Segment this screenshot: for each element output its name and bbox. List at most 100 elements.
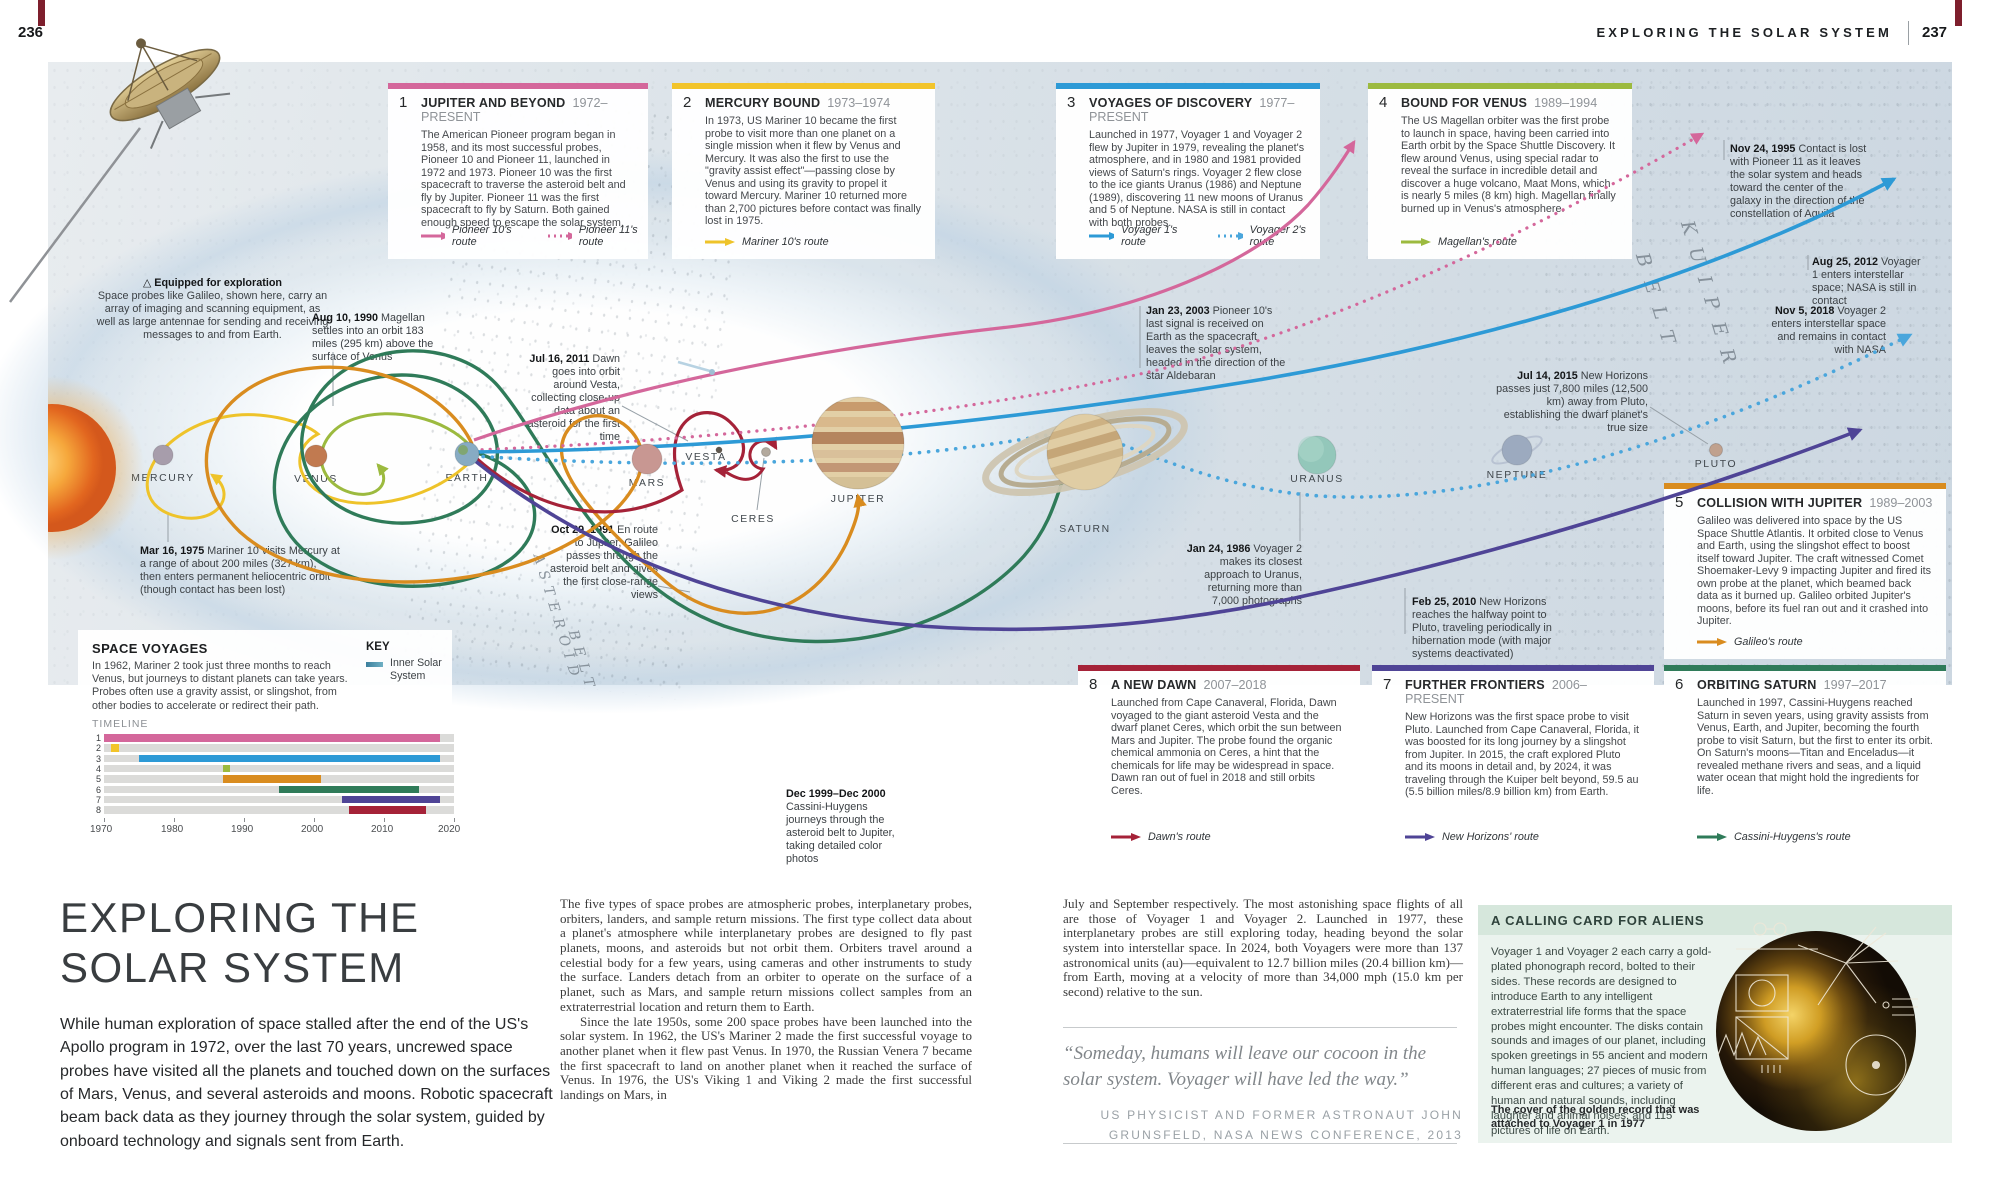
timeline-track [104, 744, 454, 752]
annotation-cassini-asteroid-belt: Dec 1999–Dec 2000 Cassini-Huygens journey… [786, 788, 908, 866]
box-dates: 2006–PRESENT [1405, 678, 1587, 706]
row-number: 7 [95, 794, 101, 805]
timeline-track [104, 806, 454, 814]
annotation-galileo-asteroid-belt: Oct 29, 1991 En route to Jupiter, Galile… [548, 524, 658, 602]
page-number-left: 236 [18, 24, 44, 41]
annotation-new-horizons-pluto: Jul 14, 2015 New Horizons passes just 7,… [1496, 370, 1648, 435]
annotation-dawn-vesta: Jul 16, 2011 Dawn goes into orbit around… [516, 353, 620, 444]
space-voyages-title: SPACE VOYAGES [92, 641, 208, 656]
box-dates: 1977–PRESENT [1089, 96, 1295, 124]
route-arrow-icon [705, 238, 735, 246]
legend-label: Dawn's route [1148, 831, 1211, 843]
key-title: KEY [366, 641, 390, 653]
label-saturn: SATURN [1059, 524, 1111, 535]
box-number: 6 [1675, 676, 1684, 693]
annotation-voyager2-uranus: Jan 24, 1986 Voyager 2 makes its closest… [1186, 543, 1302, 608]
label-ceres: CERES [731, 514, 775, 525]
box-number: 3 [1067, 94, 1076, 111]
row-number: 6 [95, 784, 101, 795]
route-arrow-icon [1405, 833, 1435, 841]
label-earth: EARTH [445, 473, 489, 484]
body-paragraph: July and September respectively. The mos… [1063, 896, 1463, 1000]
box-title: MERCURY BOUND [705, 96, 821, 110]
route-arrow-dotted-icon [1217, 232, 1243, 240]
label-uranus: URANUS [1290, 474, 1344, 485]
box-color-bar [1078, 665, 1360, 671]
route-arrow-icon [421, 232, 445, 240]
right-page-edge-mark [1955, 0, 1962, 26]
timeline-bar-mariner10 [111, 744, 119, 752]
row-number: 1 [95, 733, 101, 743]
left-page-edge-mark [38, 0, 45, 26]
box-title: VOYAGES OF DISCOVERY [1089, 96, 1253, 110]
box-title: BOUND FOR VENUS [1401, 96, 1528, 110]
box-dates: 1973–1974 [827, 96, 891, 110]
calling-card-panel: A CALLING CARD FOR ALIENS Voyager 1 and … [1478, 905, 1952, 1143]
annotation-date: Nov 24, 1995 [1730, 143, 1796, 155]
annotation-text: Space probes like Galileo, shown here, c… [96, 289, 329, 341]
info-box-jupiter-and-beyond: 1 JUPITER AND BEYOND 1972–PRESENT The Ame… [388, 83, 648, 259]
box-body: The American Pioneer program began in 19… [421, 129, 626, 229]
page-title-line2: SOLAR SYSTEM [60, 943, 405, 991]
axis-tick [454, 818, 455, 822]
box-dates: 1997–2017 [1823, 678, 1887, 692]
annotation-mariner10-mercury: Mar 16, 1975 Mariner 10 visits Mercury a… [140, 545, 340, 597]
header-divider [1908, 21, 1909, 45]
axis-tick [384, 818, 385, 822]
box-body: New Horizons was the first space probe t… [1405, 711, 1640, 799]
annotation-new-horizons-halfway: Feb 25, 2010 New Horizons reaches the ha… [1412, 596, 1576, 661]
annotation-equipped-for-exploration: △ Equipped for exploration Space probes l… [95, 277, 330, 342]
box-body: Launched in 1977, Voyager 1 and Voyager … [1089, 129, 1305, 229]
box-color-bar [1372, 665, 1654, 671]
body-paragraph: Since the late 1950s, some 200 space pro… [560, 1013, 972, 1102]
info-box-orbiting-saturn: 6 ORBITING SATURN 1997–2017 Launched in 1… [1664, 665, 1946, 854]
info-box-mercury-bound: 2 MERCURY BOUND 1973–1974 In 1973, US Mar… [672, 83, 935, 259]
box-dates: 2007–2018 [1203, 678, 1267, 692]
route-arrow-icon [1697, 833, 1727, 841]
annotation-voyager2-interstellar: Nov 5, 2018 Voyager 2 enters interstella… [1768, 305, 1886, 357]
axis-label: 1980 [161, 824, 184, 835]
calling-card-body: Voyager 1 and Voyager 2 each carry a gol… [1491, 946, 1712, 1137]
row-number: 2 [95, 743, 101, 754]
info-box-voyages-of-discovery: 3 VOYAGES OF DISCOVERY 1977–PRESENT Launc… [1056, 83, 1320, 259]
box-number: 7 [1383, 676, 1392, 693]
calling-card-caption: The cover of the golden record that was … [1491, 1104, 1700, 1131]
timeline-track [104, 764, 454, 773]
golden-record-image [1716, 922, 1918, 1131]
info-box-a-new-dawn: 8 A NEW DAWN 2007–2018 Launched from Cape… [1078, 665, 1360, 854]
box-dates: 1989–1994 [1534, 96, 1598, 110]
timeline-bar-galileo [223, 775, 321, 783]
legend-label: New Horizons' route [1442, 831, 1539, 843]
intro-paragraph: While human exploration of space stalled… [60, 1016, 553, 1150]
body-paragraph: The five types of space probes are atmos… [560, 896, 972, 1014]
axis-label: 2000 [301, 824, 324, 835]
axis-label: 1970 [90, 824, 113, 835]
box-title: COLLISION WITH JUPITER [1697, 496, 1863, 510]
box-number: 2 [683, 94, 692, 111]
legend-label: Galileo's route [1734, 636, 1803, 648]
legend-label: Pioneer 10's route [452, 224, 512, 248]
axis-tick [244, 818, 245, 822]
info-box-bound-for-venus: 4 BOUND FOR VENUS 1989–1994 The US Magell… [1368, 83, 1632, 259]
annotation-date: Jul 16, 2011 [529, 353, 590, 365]
route-arrow-icon [1697, 638, 1727, 646]
legend-label: Magellan's route [1438, 236, 1517, 248]
annotation-date: Feb 25, 2010 [1412, 596, 1477, 608]
row-number: 3 [95, 753, 101, 764]
annotation-text: Dawn goes into orbit around Vesta, colle… [527, 353, 620, 443]
pull-quote: “Someday, humans will leave our cocoon i… [1063, 1043, 1427, 1090]
quote-rule-top [1063, 1027, 1457, 1028]
page-title: EXPLORING THE SOLAR SYSTEM [60, 893, 419, 992]
legend-label: Cassini-Huygens's route [1734, 831, 1851, 843]
box-title: A NEW DAWN [1111, 678, 1197, 692]
box-color-bar [1368, 83, 1632, 89]
annotation-date: Aug 10, 1990 [312, 312, 379, 324]
axis-tick [174, 818, 175, 822]
timeline-bar-new-horizons [342, 795, 440, 804]
axis-label: 1990 [231, 824, 254, 835]
annotation-date: Aug 25, 2012 [1812, 256, 1879, 268]
annotation-date: Jul 14, 2015 [1517, 370, 1578, 382]
row-number: 8 [95, 805, 101, 816]
legend-label: Voyager 1's route [1121, 224, 1178, 248]
box-number: 1 [399, 94, 408, 111]
